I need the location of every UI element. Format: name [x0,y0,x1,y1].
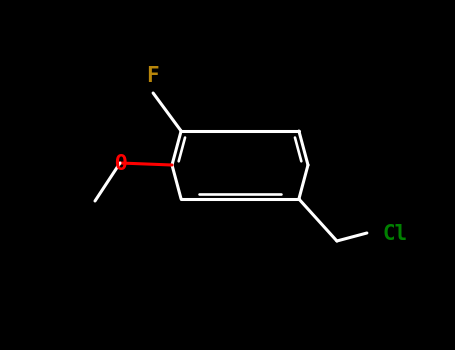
Text: O: O [114,154,126,174]
Text: Cl: Cl [383,224,408,244]
Text: F: F [146,66,158,86]
